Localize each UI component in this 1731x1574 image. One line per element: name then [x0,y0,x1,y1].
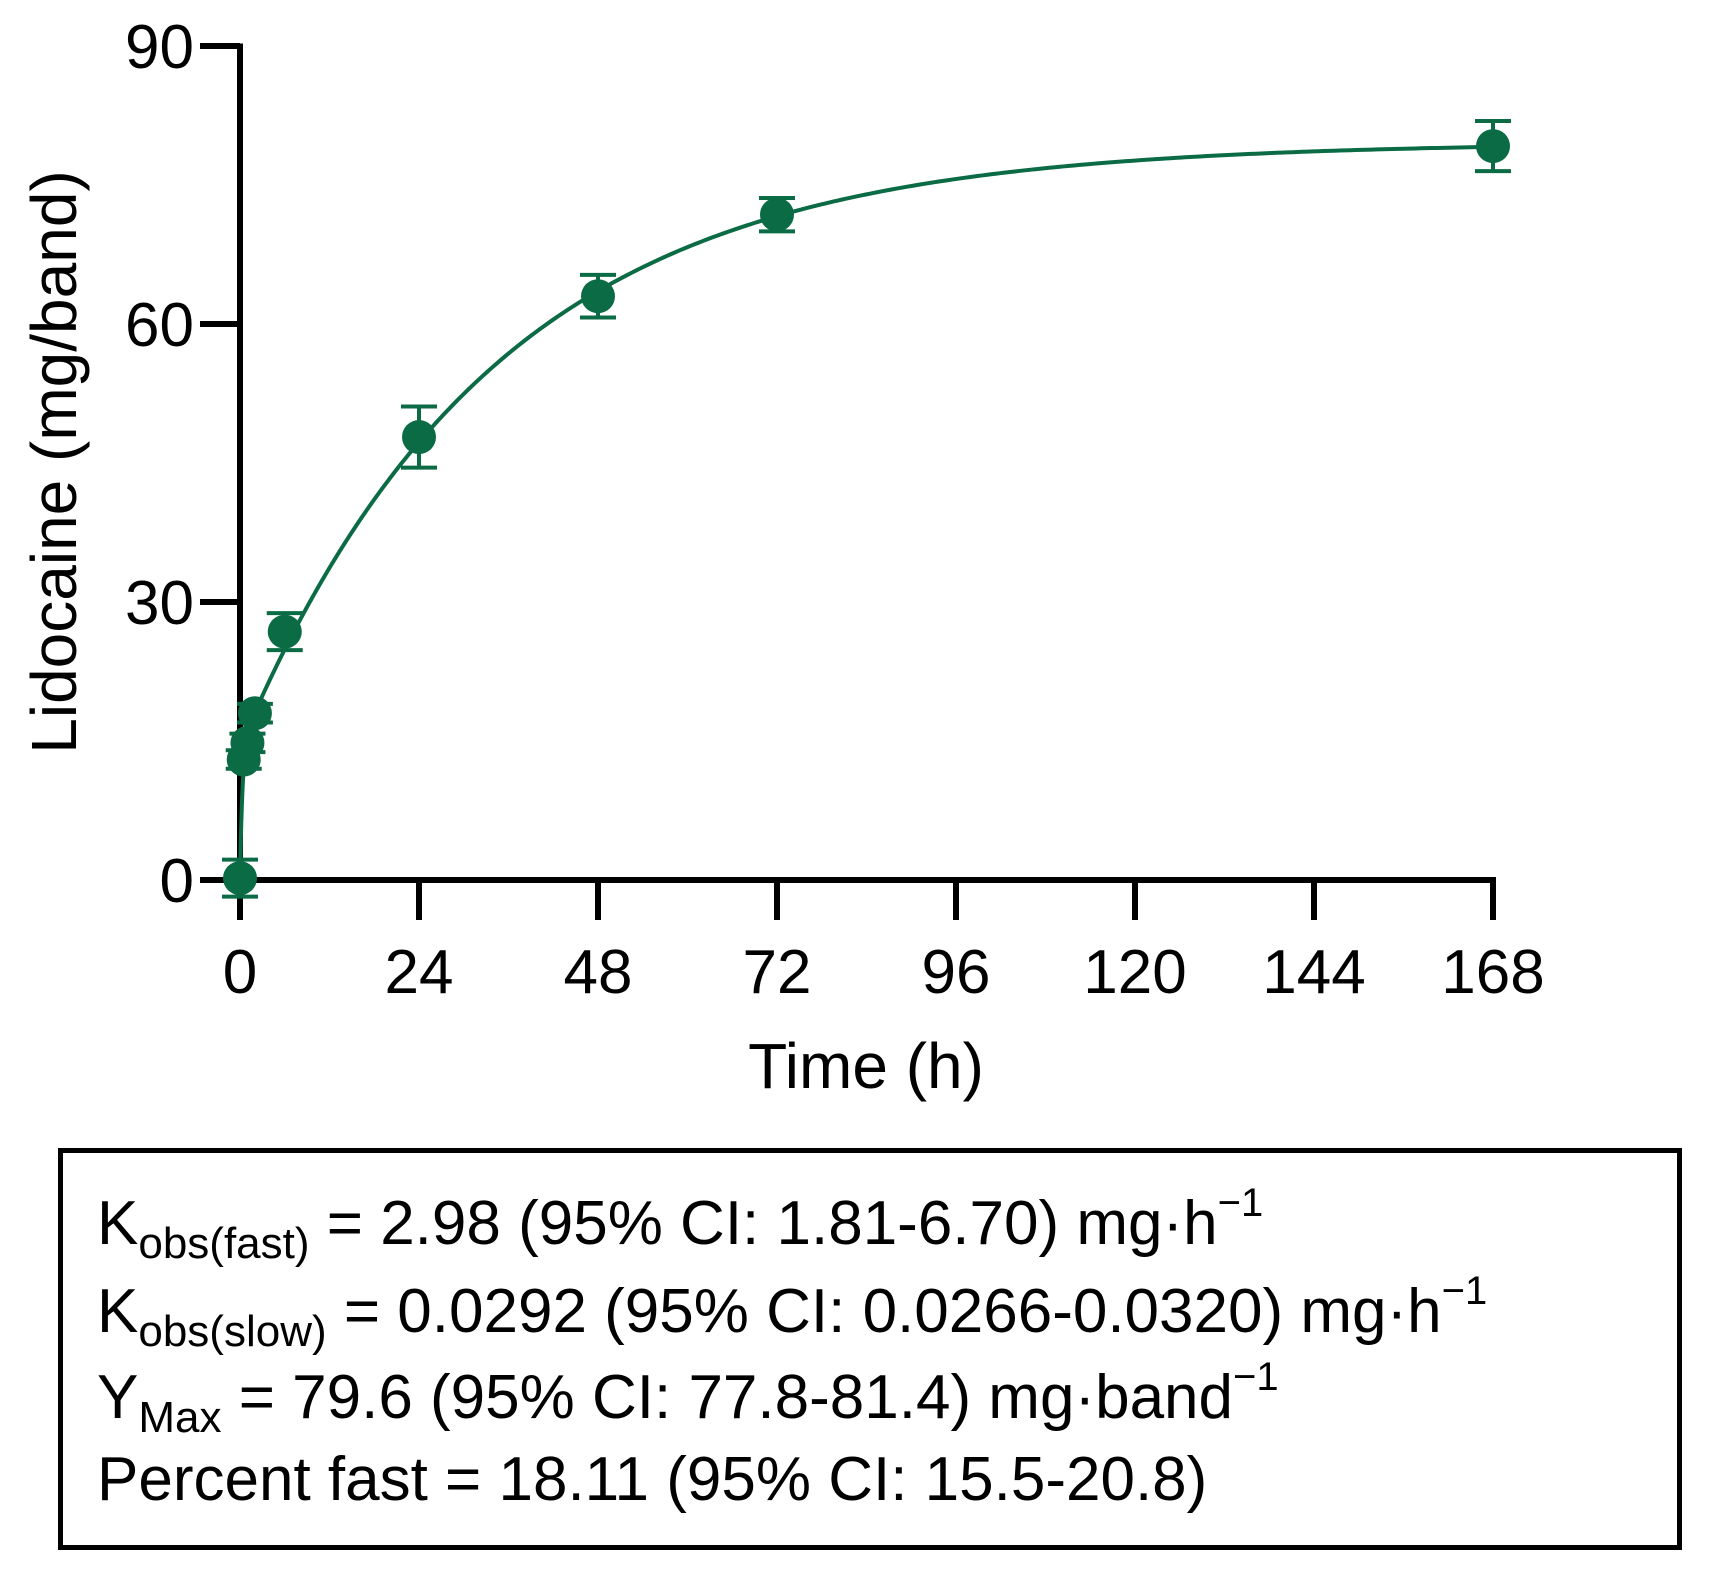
data-point [230,725,265,760]
x-axis-title: Time (h) [748,1030,984,1102]
data-point [223,861,257,896]
y-tick-label: 30 [125,569,194,638]
data-point-group [229,725,266,760]
data-point-group [1475,119,1511,174]
x-tick-label: 72 [743,938,812,1007]
y-tick-label: 0 [160,847,194,916]
x-tick-label: 24 [385,938,454,1007]
data-point-group [236,696,273,731]
fit-curve [238,144,1494,881]
fit-curve-layer [238,144,1494,881]
data-point-group [580,272,616,320]
param-symbol: K [97,1189,139,1258]
param-text: = 79.6 (95% CI: 77.8-81.4) mg·band [221,1363,1234,1432]
x-tick-label: 48 [564,938,633,1007]
data-points-layer [222,119,1511,899]
param-subscript: Max [138,1393,222,1442]
param-symbol: Y [97,1363,139,1432]
data-point-group [401,404,437,470]
param-superscript: −1 [1217,1181,1264,1225]
data-point [402,420,436,455]
param-subscript: obs(slow) [138,1307,327,1356]
param-subscript: obs(fast) [138,1219,310,1268]
x-tick-label: 120 [1083,938,1186,1007]
data-point [237,696,272,731]
param-text: = 0.0292 (95% CI: 0.0266-0.0320) mg·h [326,1277,1442,1346]
data-point-group [222,857,258,899]
param-ymax: YMax = 79.6 (95% CI: 77.8-81.4) mg·band−… [97,1357,1279,1440]
axes: 0 24 48 72 96 120 144 168 0 30 60 90 [125,13,1545,1007]
y-tick-label: 60 [125,291,194,360]
param-superscript: −1 [1233,1355,1279,1399]
param-k-slow: Kobs(slow) = 0.0292 (95% CI: 0.0266-0.03… [97,1271,1487,1354]
data-point-group [759,195,795,234]
x-tick-label: 144 [1262,938,1365,1007]
data-point [760,197,794,232]
param-k-fast: Kobs(fast) = 2.98 (95% CI: 1.81-6.70) mg… [97,1183,1263,1266]
data-point-group [266,611,303,653]
x-tick-label: 96 [922,938,991,1007]
data-point [581,279,615,314]
param-text: = 2.98 (95% CI: 1.81-6.70) mg·h [309,1189,1218,1258]
y-axis-title: Lidocaine (mg/band) [18,170,90,753]
param-percent-fast: Percent fast = 18.11 (95% CI: 15.5-20.8) [97,1449,1207,1511]
lidocaine-release-chart: 0 24 48 72 96 120 144 168 0 30 60 90 Time (h) Lidoc… [18,13,1545,1102]
param-text: Percent fast = 18.11 (95% CI: 15.5-20.8) [97,1445,1208,1514]
x-tick-label: 168 [1441,938,1544,1007]
param-symbol: K [97,1277,139,1346]
x-tick-label: 0 [223,938,257,1007]
data-point [1476,129,1510,164]
y-tick-label: 90 [125,13,194,82]
data-point [267,614,302,649]
param-superscript: −1 [1441,1269,1488,1313]
fit-parameters-box: Kobs(fast) = 2.98 (95% CI: 1.81-6.70) mg… [58,1148,1682,1550]
